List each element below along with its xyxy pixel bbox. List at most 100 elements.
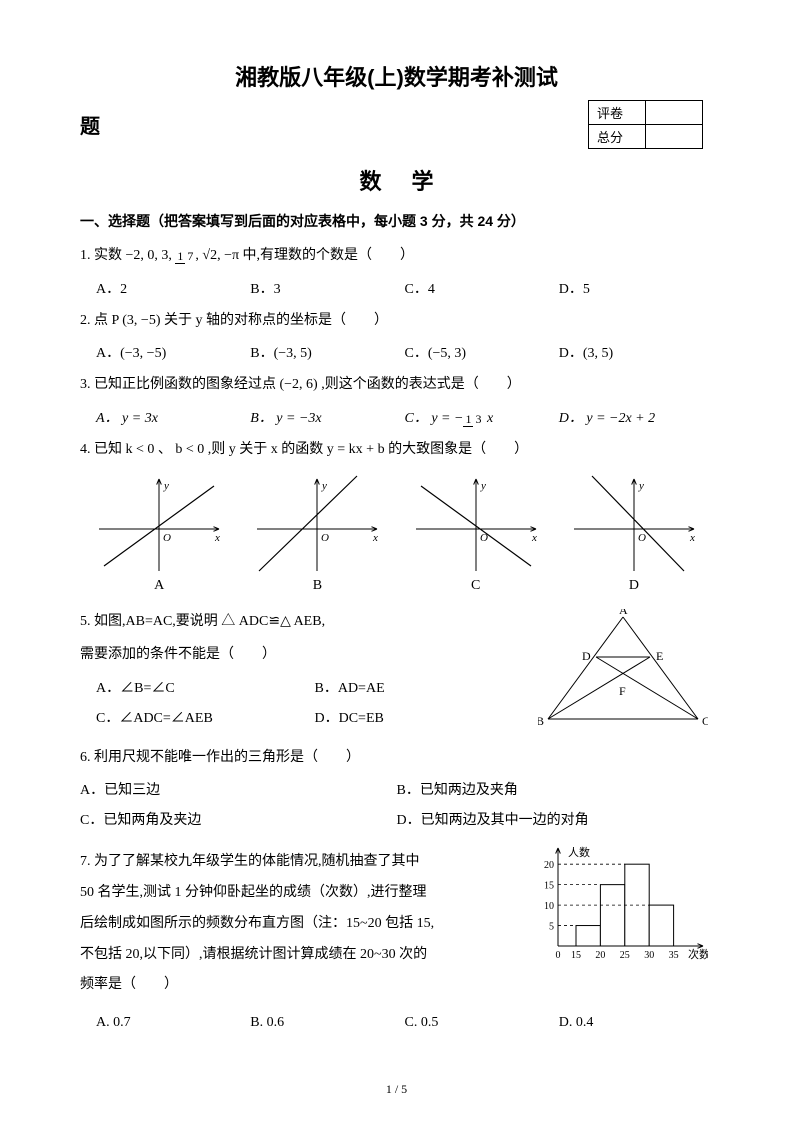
question-5: 5. 如图,AB=AC,要说明 △ ADC≌△ AEB, bbox=[80, 609, 533, 636]
svg-text:35: 35 bbox=[669, 950, 679, 961]
q3-opt-b: B． y = −3x bbox=[250, 407, 404, 427]
question-2: 2. 点 P (3, −5) 关于 y 轴的对称点的坐标是（ ） bbox=[80, 308, 713, 335]
svg-text:x: x bbox=[689, 532, 695, 544]
q4-graph-c: Oxy C bbox=[406, 471, 546, 594]
q4-label-d: D bbox=[564, 578, 704, 594]
svg-text:20: 20 bbox=[595, 950, 605, 961]
q4-graph-b: Ox y B bbox=[247, 471, 387, 594]
q5-figure: A B C D E F bbox=[533, 599, 713, 734]
svg-text:C: C bbox=[702, 714, 708, 728]
q4-label-a: A bbox=[89, 578, 229, 594]
q5-stem2-row: 需要添加的条件不能是（ ） bbox=[80, 642, 533, 669]
q4-graph-d: Ox y D bbox=[564, 471, 704, 594]
svg-text:人数: 人数 bbox=[568, 846, 590, 859]
question-3: 3. 已知正比例函数的图象经过点 (−2, 6) ,则这个函数的表达式是（ ） bbox=[80, 372, 713, 399]
q7-line5: 频率是（ ） bbox=[80, 977, 178, 992]
q6-opt-c: C．已知两角及夹边 bbox=[80, 809, 397, 829]
q7-opt-b: B. 0.6 bbox=[250, 1015, 404, 1031]
q5-opt-a: A．∠B=∠C bbox=[96, 677, 315, 697]
q7-chart: 5 10 15 20 0 15 20 25 30 35 人数次数 bbox=[528, 837, 713, 1009]
q3-opt-a: A． y = 3x bbox=[96, 407, 250, 427]
q2-stem: 2. 点 P (3, −5) 关于 y 轴的对称点的坐标是（ ） bbox=[80, 313, 388, 328]
q1-fraction: 17 bbox=[175, 250, 195, 262]
q7-line1: 7. 为了了解某校九年级学生的体能情况,随机抽查了其中 bbox=[80, 854, 420, 869]
svg-text:25: 25 bbox=[620, 950, 630, 961]
q1-options: A．2 B．3 C．4 D．5 bbox=[96, 278, 713, 298]
q7-opt-c: C. 0.5 bbox=[405, 1015, 559, 1031]
svg-text:B: B bbox=[538, 714, 544, 728]
score-table: 评卷 总分 bbox=[588, 100, 703, 149]
q3-opt-c: C． y = −13 x bbox=[405, 407, 559, 427]
page-number: 1 / 5 bbox=[0, 1082, 793, 1097]
svg-text:x: x bbox=[531, 532, 537, 544]
svg-text:0: 0 bbox=[556, 950, 561, 961]
svg-text:O: O bbox=[163, 532, 171, 544]
q4-label-b: B bbox=[247, 578, 387, 594]
q3-stem: 3. 已知正比例函数的图象经过点 (−2, 6) ,则这个函数的表达式是（ ） bbox=[80, 377, 521, 392]
svg-text:A: A bbox=[619, 609, 628, 617]
subject-title: 数学 bbox=[110, 164, 713, 196]
svg-text:15: 15 bbox=[544, 881, 554, 892]
score-cell-1 bbox=[646, 101, 703, 125]
title-suffix: 题 bbox=[80, 110, 100, 139]
q6-opt-a: A．已知三边 bbox=[80, 779, 397, 799]
q3-options: A． y = 3x B． y = −3x C． y = −13 x D． y =… bbox=[96, 407, 713, 427]
svg-text:y: y bbox=[480, 480, 486, 492]
q7-options: A. 0.7 B. 0.6 C. 0.5 D. 0.4 bbox=[96, 1015, 713, 1031]
q6-options: A．已知三边 B．已知两边及夹角 C．已知两角及夹边 D．已知两边及其中一边的对… bbox=[80, 779, 713, 829]
q2-opt-c: C．(−5, 3) bbox=[405, 342, 559, 362]
svg-text:O: O bbox=[638, 532, 646, 544]
q1-stem-pre: 1. 实数 −2, 0, 3, bbox=[80, 248, 175, 263]
svg-text:15: 15 bbox=[571, 950, 581, 961]
question-4: 4. 已知 k < 0 、 b < 0 ,则 y 关于 x 的函数 y = kx… bbox=[80, 437, 713, 464]
q7-line2: 50 名学生,测试 1 分钟仰卧起坐的成绩（次数）,进行整理 bbox=[80, 885, 427, 900]
svg-text:30: 30 bbox=[644, 950, 654, 961]
q1-opt-c: C．4 bbox=[405, 278, 559, 298]
q5-opt-d: D．DC=EB bbox=[315, 707, 534, 727]
question-7: 7. 为了了解某校九年级学生的体能情况,随机抽查了其中 50 名学生,测试 1 … bbox=[80, 847, 528, 1001]
svg-text:y: y bbox=[321, 480, 327, 492]
q4-stem: 4. 已知 k < 0 、 b < 0 ,则 y 关于 x 的函数 y = kx… bbox=[80, 442, 528, 457]
q7-opt-d: D. 0.4 bbox=[559, 1015, 713, 1031]
svg-text:x: x bbox=[372, 532, 378, 544]
q4-graph-a: Ox y A bbox=[89, 471, 229, 594]
q5-opt-c: C．∠ADC=∠AEB bbox=[96, 707, 315, 727]
svg-text:5: 5 bbox=[549, 922, 554, 933]
q2-options: A．(−3, −5) B．(−3, 5) C．(−5, 3) D．(3, 5) bbox=[96, 342, 713, 362]
q2-opt-b: B．(−3, 5) bbox=[250, 342, 404, 362]
svg-text:O: O bbox=[321, 532, 329, 544]
q4-label-c: C bbox=[406, 578, 546, 594]
svg-text:10: 10 bbox=[544, 901, 554, 912]
q5-stem1: 5. 如图,AB=AC,要说明 △ ADC≌△ AEB, bbox=[80, 614, 325, 629]
q6-opt-b: B．已知两边及夹角 bbox=[397, 779, 714, 799]
q7-line3: 后绘制成如图所示的频数分布直方图（注：15~20 包括 15, bbox=[80, 916, 434, 931]
main-title: 湘教版八年级(上)数学期考补测试 bbox=[80, 60, 713, 92]
svg-text:E: E bbox=[656, 649, 663, 663]
score-row-1: 评卷 bbox=[589, 101, 646, 125]
q5-stem2: 需要添加的条件不能是（ ） bbox=[80, 647, 276, 662]
score-row-2: 总分 bbox=[589, 125, 646, 149]
question-1: 1. 实数 −2, 0, 3, 17, √2, −π 中,有理数的个数是（ ） bbox=[80, 243, 713, 270]
q2-opt-d: D．(3, 5) bbox=[559, 342, 713, 362]
section-1-title: 一、选择题（把答案填写到后面的对应表格中，每小题 3 分，共 24 分） bbox=[80, 211, 713, 231]
q7-opt-a: A. 0.7 bbox=[96, 1015, 250, 1031]
q2-opt-a: A．(−3, −5) bbox=[96, 342, 250, 362]
svg-text:y: y bbox=[163, 480, 169, 492]
question-6: 6. 利用尺规不能唯一作出的三角形是（ ） bbox=[80, 745, 713, 772]
svg-text:x: x bbox=[214, 532, 220, 544]
svg-text:20: 20 bbox=[544, 860, 554, 871]
q5-opt-b: B．AD=AE bbox=[315, 677, 534, 697]
svg-text:F: F bbox=[619, 684, 626, 698]
q1-opt-b: B．3 bbox=[250, 278, 404, 298]
q7-line4: 不包括 20,以下同）,请根据统计图计算成绩在 20~30 次的 bbox=[80, 947, 427, 962]
q6-stem: 6. 利用尺规不能唯一作出的三角形是（ ） bbox=[80, 750, 360, 765]
q5-options: A．∠B=∠C B．AD=AE C．∠ADC=∠AEB D．DC=EB bbox=[96, 677, 533, 727]
q6-opt-d: D．已知两边及其中一边的对角 bbox=[397, 809, 714, 829]
svg-text:D: D bbox=[582, 649, 591, 663]
score-cell-2 bbox=[646, 125, 703, 149]
q4-graphs: Ox y A Ox y B Ox y C Ox y D bbox=[80, 471, 713, 594]
svg-text:y: y bbox=[638, 480, 644, 492]
q1-opt-a: A．2 bbox=[96, 278, 250, 298]
q3-opt-d: D． y = −2x + 2 bbox=[559, 407, 713, 427]
svg-text:次数: 次数 bbox=[688, 947, 708, 961]
